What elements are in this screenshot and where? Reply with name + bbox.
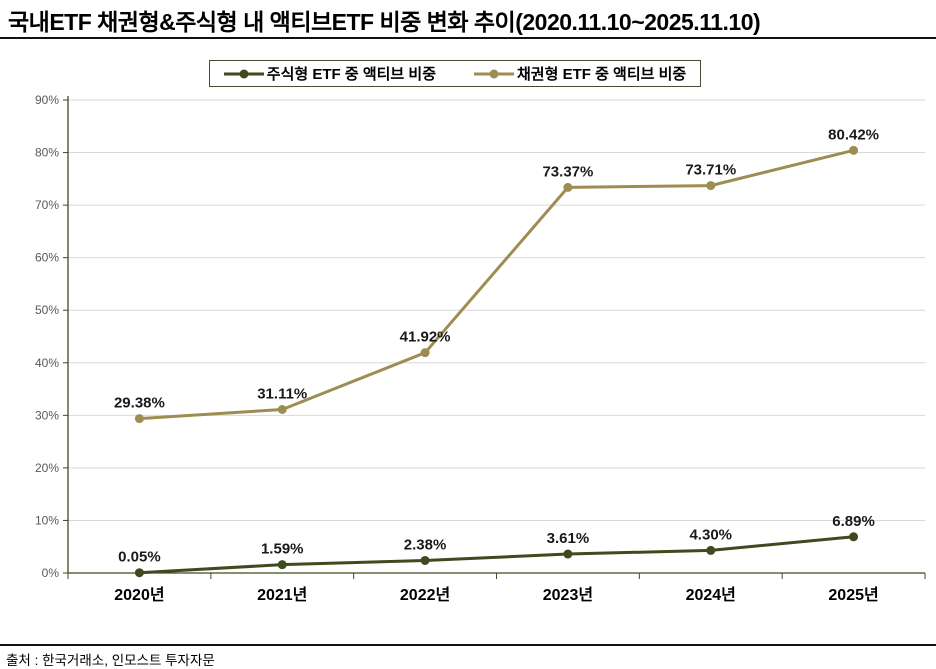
x-category-label: 2025년 [828, 585, 878, 604]
data-point [706, 181, 716, 191]
legend-label-equity: 주식형 ETF 중 액티브 비중 [266, 66, 436, 83]
line-chart: 0% 10% 20% 30% 40% 50% 60% 70% 80% 90% 2020년 2021년 2… [35, 93, 926, 604]
x-category-label: 2024년 [686, 585, 736, 604]
data-point-label: 73.37% [542, 163, 593, 180]
data-point [277, 404, 287, 414]
y-tick-label: 50% [35, 303, 59, 317]
data-point [277, 560, 287, 570]
data-point-label: 6.89% [832, 513, 875, 530]
legend-label-bond: 채권형 ETF 중 액티브 비중 [517, 66, 687, 83]
x-category-label: 2021년 [257, 585, 307, 604]
data-point [849, 532, 859, 542]
source-text: 출처 : 한국거래소, 인모스트 투자자문 [6, 653, 215, 668]
legend-item-bond: 채권형 ETF 중 액티브 비중 [474, 63, 686, 84]
data-point [134, 568, 144, 578]
y-tick-label: 40% [35, 356, 59, 370]
data-point-label: 3.61% [547, 530, 590, 547]
data-point-label: 73.71% [685, 162, 736, 179]
y-tick-label: 60% [35, 251, 59, 265]
data-point [420, 555, 430, 565]
title-divider [0, 37, 936, 39]
data-point-label: 80.42% [828, 126, 879, 143]
chart-area: 0% 10% 20% 30% 40% 50% 60% 70% 80% 90% 2020년 2021년 2… [0, 90, 936, 635]
data-point [849, 145, 859, 155]
y-tick-label: 30% [35, 408, 59, 422]
line-marker-icon [223, 69, 264, 78]
footer-divider [0, 644, 936, 646]
data-point [420, 348, 430, 358]
y-tick-label: 90% [35, 93, 59, 107]
data-point-label: 41.92% [400, 329, 451, 346]
data-point [563, 182, 573, 192]
series-line [137, 148, 856, 421]
data-point [134, 414, 144, 424]
y-tick-label: 10% [35, 513, 59, 527]
x-category-label: 2023년 [543, 585, 593, 604]
x-category-label: 2020년 [114, 585, 164, 604]
y-tick-label: 0% [42, 566, 60, 580]
data-point-label: 31.11% [257, 385, 307, 402]
data-point-label: 1.59% [261, 541, 304, 558]
series-line [137, 535, 856, 575]
data-point-label: 0.05% [118, 549, 161, 566]
y-tick-label: 80% [35, 146, 59, 160]
x-category-label: 2022년 [400, 585, 450, 604]
y-tick-label: 20% [35, 461, 59, 475]
data-point-label: 4.30% [689, 526, 732, 543]
y-tick-label: 70% [35, 198, 59, 212]
legend-item-equity: 주식형 ETF 중 액티브 비중 [223, 63, 436, 84]
chart-title: 국내ETF 채권형&주식형 내 액티브ETF 비중 변화 추이(2020.11.… [8, 9, 761, 35]
data-point [563, 549, 573, 559]
line-marker-icon [474, 69, 514, 78]
data-point [706, 545, 716, 555]
data-point-label: 2.38% [404, 536, 447, 553]
legend: 주식형 ETF 중 액티브 비중 채권형 ETF 중 액티브 비중 [209, 60, 701, 87]
data-point-label: 29.38% [114, 395, 165, 412]
